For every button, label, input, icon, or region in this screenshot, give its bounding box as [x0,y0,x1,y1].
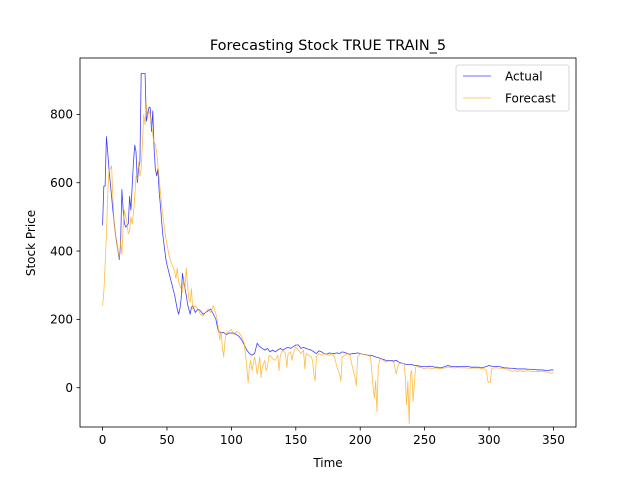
y-tick-label: 200 [50,313,73,327]
axes-frame [79,57,577,428]
legend-label-actual: Actual [505,69,543,83]
y-tick-label: 800 [50,108,73,122]
x-axis-label: Time [312,456,342,470]
plot-area [102,72,554,424]
x-tick-label: 50 [159,433,174,447]
y-tick-label: 400 [50,244,73,258]
x-tick-label: 0 [99,433,107,447]
x-tick-label: 100 [220,433,243,447]
legend-label-forecast: Forecast [505,91,556,105]
y-axis-label: Stock Price [24,210,38,276]
chart-title: Forecasting Stock TRUE TRAIN_5 [210,38,446,54]
legend: Actual Forecast [455,64,570,112]
axes: 0 50 100 150 200 250 300 350 0 200 400 600 800 [50,57,577,447]
x-tick-label: 200 [349,433,372,447]
legend-box [455,64,570,112]
y-tick-label: 600 [50,176,73,190]
y-tick-label: 0 [65,381,73,395]
x-tick-label: 150 [284,433,307,447]
x-tick-label: 250 [413,433,436,447]
series-line-forecast [102,103,554,424]
x-tick-label: 300 [478,433,501,447]
x-tick-label: 350 [542,433,565,447]
series-line-actual [102,72,554,372]
